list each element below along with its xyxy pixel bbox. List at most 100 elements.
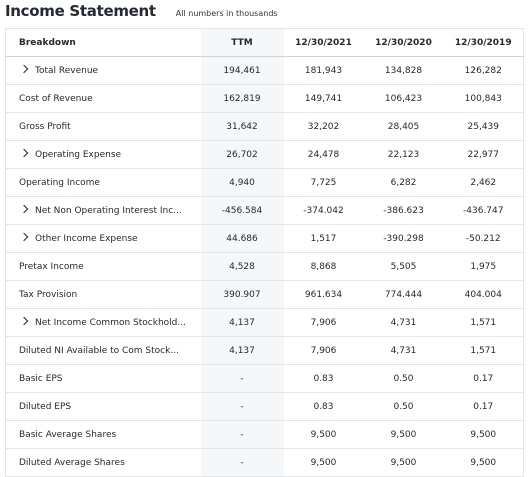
cell-value: 25,439 <box>443 112 524 141</box>
row-label-text: Gross Profit <box>19 121 71 132</box>
value-text: 9,500 <box>390 457 417 468</box>
cell-value: 31,642 <box>200 112 284 141</box>
table-row[interactable]: Operating Expense 26,702 24,478 22,123 22,97… <box>5 140 524 169</box>
expand-chevron[interactable] <box>19 316 29 325</box>
row-label-text: Diluted EPS <box>19 401 72 412</box>
cell-value: -436.747 <box>443 196 524 225</box>
value-text: - <box>240 429 244 440</box>
value-text: 25,439 <box>467 121 500 132</box>
row-label: Total Revenue <box>5 56 201 85</box>
value-text: 7,906 <box>310 345 337 356</box>
header: Income Statement All numbers in thousand… <box>5 2 278 24</box>
value-text: - <box>240 373 244 384</box>
value-text: 8,868 <box>310 261 337 272</box>
cell-value: 6,282 <box>363 168 444 197</box>
cell-value: 4,731 <box>363 336 444 365</box>
cell-value: 32,202 <box>283 112 364 141</box>
value-text: -390.298 <box>383 233 424 244</box>
value-text: 22,123 <box>387 149 420 160</box>
value-text: -456.584 <box>221 205 263 216</box>
expand-chevron[interactable] <box>19 64 29 73</box>
value-text: 390.907 <box>223 289 261 300</box>
value-text: 6,282 <box>390 177 417 188</box>
value-text: 9,500 <box>470 429 497 440</box>
cell-value: 22,123 <box>363 140 444 169</box>
table-row: Tax Provision 390.907 961.634 774.444 404.00… <box>5 280 524 309</box>
value-text: -50.212 <box>465 233 501 244</box>
cell-value: 22,977 <box>443 140 524 169</box>
cell-value: - <box>200 420 284 449</box>
row-label: Diluted NI Available to Com Stock... <box>5 336 201 365</box>
column-header: Breakdown <box>5 28 201 57</box>
row-label-text: Basic Average Shares <box>19 429 117 440</box>
column-header: 12/30/2019 <box>443 28 524 57</box>
row-label-text: Cost of Revenue <box>19 93 93 104</box>
value-text: 100,843 <box>464 93 502 104</box>
cell-value: 24,478 <box>283 140 364 169</box>
expand-chevron[interactable] <box>19 232 29 241</box>
table-body: Total Revenue 194,461 181,943 134,828 126,28… <box>5 56 524 477</box>
row-label: Diluted Average Shares <box>5 448 201 477</box>
cell-value: 9,500 <box>363 420 444 449</box>
cell-value: 1,571 <box>443 336 524 365</box>
row-label: Tax Provision <box>5 280 201 309</box>
value-text: 4,137 <box>229 345 255 356</box>
cell-value: 9,500 <box>283 420 364 449</box>
value-text: 181,943 <box>304 65 343 76</box>
row-label-text: Total Revenue <box>35 65 99 76</box>
table-row[interactable]: Net Income Common Stockhold... 4,137 7,906… <box>5 308 524 337</box>
row-label-text: Operating Income <box>19 177 100 188</box>
expand-chevron[interactable] <box>19 148 29 157</box>
row-label: Net Non Operating Interest Inc... <box>5 196 201 225</box>
row-label: Cost of Revenue <box>5 84 201 113</box>
row-label-text: Operating Expense <box>35 149 122 160</box>
cell-value: 9,500 <box>443 420 524 449</box>
value-text: 4,731 <box>390 345 417 356</box>
value-text: 4,731 <box>390 317 417 328</box>
cell-value: 194,461 <box>200 56 284 85</box>
cell-value: -390.298 <box>363 224 444 253</box>
table-row[interactable]: Net Non Operating Interest Inc... -456.58… <box>5 196 524 225</box>
cell-value: -374.042 <box>283 196 364 225</box>
cell-value: 7,906 <box>283 308 364 337</box>
column-header: 12/30/2021 <box>283 28 364 57</box>
cell-value: -386.623 <box>363 196 444 225</box>
row-label-text: Pretax Income <box>19 261 84 272</box>
value-text: 32,202 <box>307 121 340 132</box>
table-row[interactable]: Total Revenue 194,461 181,943 134,828 126,28… <box>5 56 524 85</box>
value-text: 1,571 <box>470 317 497 328</box>
row-label-text: Other Income Expense <box>35 233 138 244</box>
value-text: 106,423 <box>384 93 423 104</box>
value-text: 0.50 <box>393 373 414 384</box>
row-label: Diluted EPS <box>5 392 201 421</box>
cell-value: 4,940 <box>200 168 284 197</box>
cell-value: 7,906 <box>283 336 364 365</box>
column-header: 12/30/2020 <box>363 28 444 57</box>
cell-value: 9,500 <box>443 448 524 477</box>
cell-value: 162,819 <box>200 84 284 113</box>
value-text: 774.444 <box>384 289 423 300</box>
table-row: Basic EPS - 0.83 0.50 0.17 <box>5 364 524 393</box>
value-text: 9,500 <box>310 429 337 440</box>
table-row: Diluted NI Available to Com Stock... 4,13… <box>5 336 524 365</box>
cell-value: 5,505 <box>363 252 444 281</box>
value-text: 4,528 <box>229 261 255 272</box>
value-text: 24,478 <box>307 149 340 160</box>
value-text: 2,462 <box>470 177 497 188</box>
table-row: Basic Average Shares - 9,500 9,500 9,500 <box>5 420 524 449</box>
value-text: 9,500 <box>310 457 337 468</box>
cell-value: 106,423 <box>363 84 444 113</box>
cell-value: 4,528 <box>200 252 284 281</box>
units-note: All numbers in thousands <box>175 9 278 18</box>
cell-value: 0.83 <box>283 392 364 421</box>
expand-chevron[interactable] <box>19 204 29 213</box>
value-text: 1,975 <box>470 261 497 272</box>
value-text: 961.634 <box>304 289 343 300</box>
table-row[interactable]: Other Income Expense 44.686 1,517 -390.298 -… <box>5 224 524 253</box>
title: Income Statement <box>5 2 156 20</box>
cell-value: 0.50 <box>363 392 444 421</box>
cell-value: - <box>200 392 284 421</box>
value-text: 1,517 <box>310 233 337 244</box>
cell-value: 774.444 <box>363 280 444 309</box>
income-table: Breakdown TTM 12/30/2021 12/30/2020 12/30/20… <box>5 28 524 477</box>
